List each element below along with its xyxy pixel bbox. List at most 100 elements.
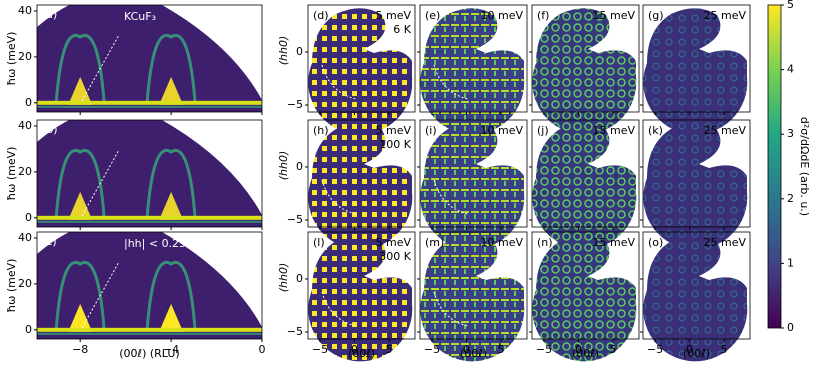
axes-frame xyxy=(531,4,640,113)
y-tick-label: 0 xyxy=(296,272,303,285)
guide-arc xyxy=(321,291,357,327)
axes-frame xyxy=(36,4,263,113)
y-axis-label: (hh0) xyxy=(277,36,290,66)
panel-label: (m) xyxy=(425,236,444,249)
map-image xyxy=(420,8,525,135)
map-panel: (e) 10 meV xyxy=(417,4,528,135)
temperature-label: 6 K xyxy=(393,23,411,36)
guide-line xyxy=(81,149,120,217)
kinematic-region xyxy=(37,120,262,227)
energy-label: 10 meV xyxy=(480,9,523,22)
map-panel: (n) 15 meV −5 0 5 (00ℓ) xyxy=(529,231,640,362)
axes-frame xyxy=(419,231,528,340)
panel-label: (k) xyxy=(648,124,663,137)
colorbar xyxy=(767,4,782,329)
elastic-line xyxy=(37,215,262,220)
x-tick-label: −4 xyxy=(163,343,179,356)
bragg-peak xyxy=(68,303,93,332)
temperature-label: 300 K xyxy=(379,250,411,263)
axes-frame xyxy=(642,4,751,113)
y-tick-label: 20 xyxy=(18,277,32,290)
excitation-arc xyxy=(145,34,197,103)
y-axis-label: (hh0) xyxy=(277,151,290,181)
y-axis-label: ħω (meV) xyxy=(5,259,18,313)
panel-label: (g) xyxy=(648,9,664,22)
map-image xyxy=(420,123,525,250)
guide-arc xyxy=(433,179,469,215)
x-tick-label: −5 xyxy=(312,343,328,356)
x-tick-label: −8 xyxy=(72,343,88,356)
y-tick-label: 40 xyxy=(18,231,32,244)
y-axis-label: ħω (meV) xyxy=(5,147,18,201)
y-axis-label: ħω (meV) xyxy=(5,32,18,86)
x-tick-label: 0 xyxy=(686,343,693,356)
map-image xyxy=(532,235,637,362)
annotation: KCuF₃ xyxy=(124,10,156,23)
y-tick-label: −5 xyxy=(287,98,303,111)
bragg-peak xyxy=(159,76,184,105)
axes-frame xyxy=(531,119,640,228)
colorbar-tick-label: 0 xyxy=(787,321,794,334)
map-panel: (i) 10 meV xyxy=(417,119,528,250)
y-tick-label: 0 xyxy=(25,211,32,224)
excitation-arc xyxy=(54,149,106,218)
x-axis-label: (00ℓ) (RLU) xyxy=(119,347,179,360)
map-panel: (g) 25 meV xyxy=(640,4,751,135)
map-image xyxy=(308,123,413,250)
map-image xyxy=(532,8,637,135)
guide-line xyxy=(81,261,120,329)
energy-label: 5 meV xyxy=(375,236,411,249)
energy-label: 25 meV xyxy=(703,236,746,249)
map-image xyxy=(643,8,748,135)
y-tick-label: 0 xyxy=(296,45,303,58)
colorbar-tick-label: 4 xyxy=(787,63,794,76)
energy-label: 25 meV xyxy=(703,9,746,22)
panel-label: (o) xyxy=(648,236,663,249)
spectrum-image xyxy=(37,232,262,339)
y-tick-label: 40 xyxy=(18,119,32,132)
panel-label: (l) xyxy=(313,236,325,249)
spectrum-panel: (a) 6 K KCuF₃ 0 20 40 ħω (meV) xyxy=(5,4,263,115)
y-tick-label: −5 xyxy=(287,325,303,338)
map-panel: (o) 25 meV −5 0 5 (00ℓ) xyxy=(640,231,751,362)
excitation-arc xyxy=(145,261,197,330)
map-image xyxy=(308,8,413,135)
bragg-peak xyxy=(68,76,93,105)
elastic-line-lower xyxy=(37,332,262,335)
y-tick-label: 40 xyxy=(18,4,32,17)
x-tick-label: −5 xyxy=(424,343,440,356)
energy-label: 10 meV xyxy=(480,236,523,249)
y-tick-label: 0 xyxy=(296,160,303,173)
panel-label: (j) xyxy=(537,124,549,137)
x-axis-label: (00ℓ) xyxy=(572,347,599,360)
y-tick-label: 0 xyxy=(25,323,32,336)
annotation: |hh| < 0.25 xyxy=(124,237,186,250)
spectrum-image xyxy=(37,120,262,227)
panel-label: (i) xyxy=(425,124,437,137)
bragg-peak xyxy=(159,191,184,220)
map-image xyxy=(643,123,748,250)
x-tick-label: 5 xyxy=(497,343,504,356)
colorbar-tick-label: 5 xyxy=(787,0,794,11)
colorbar-tick-label: 3 xyxy=(787,127,794,140)
x-tick-label: 0 xyxy=(351,343,358,356)
panel-label: (a) xyxy=(42,8,57,21)
temperature-label: 6 K xyxy=(238,10,256,23)
bragg-peak xyxy=(68,191,93,220)
excitation-arc xyxy=(54,261,106,330)
map-panel: (m) 10 meV −5 0 5 (00ℓ) xyxy=(417,231,528,362)
axes-frame xyxy=(419,4,528,113)
panel-label: (f) xyxy=(537,9,549,22)
colorbar-tick-label: 1 xyxy=(787,256,794,269)
x-tick-label: 5 xyxy=(609,343,616,356)
excitation-arc xyxy=(54,34,106,103)
bragg-peak xyxy=(159,303,184,332)
elastic-line-lower xyxy=(37,220,262,223)
elastic-line xyxy=(37,100,262,105)
elastic-line-lower xyxy=(37,105,262,108)
map-image xyxy=(308,235,413,362)
axes-frame xyxy=(307,119,416,228)
axes-frame xyxy=(307,4,416,113)
